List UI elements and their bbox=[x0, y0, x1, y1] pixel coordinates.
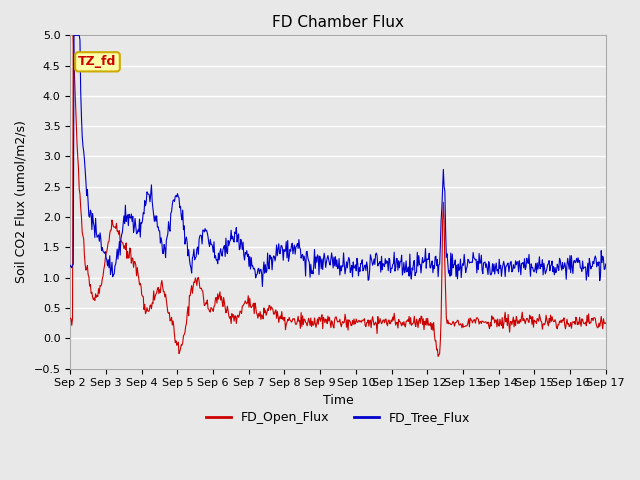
Title: FD Chamber Flux: FD Chamber Flux bbox=[272, 15, 404, 30]
Text: TZ_fd: TZ_fd bbox=[78, 55, 116, 68]
Y-axis label: Soil CO2 Flux (umol/m2/s): Soil CO2 Flux (umol/m2/s) bbox=[15, 120, 28, 283]
Legend: FD_Open_Flux, FD_Tree_Flux: FD_Open_Flux, FD_Tree_Flux bbox=[200, 406, 476, 429]
X-axis label: Time: Time bbox=[323, 394, 353, 407]
